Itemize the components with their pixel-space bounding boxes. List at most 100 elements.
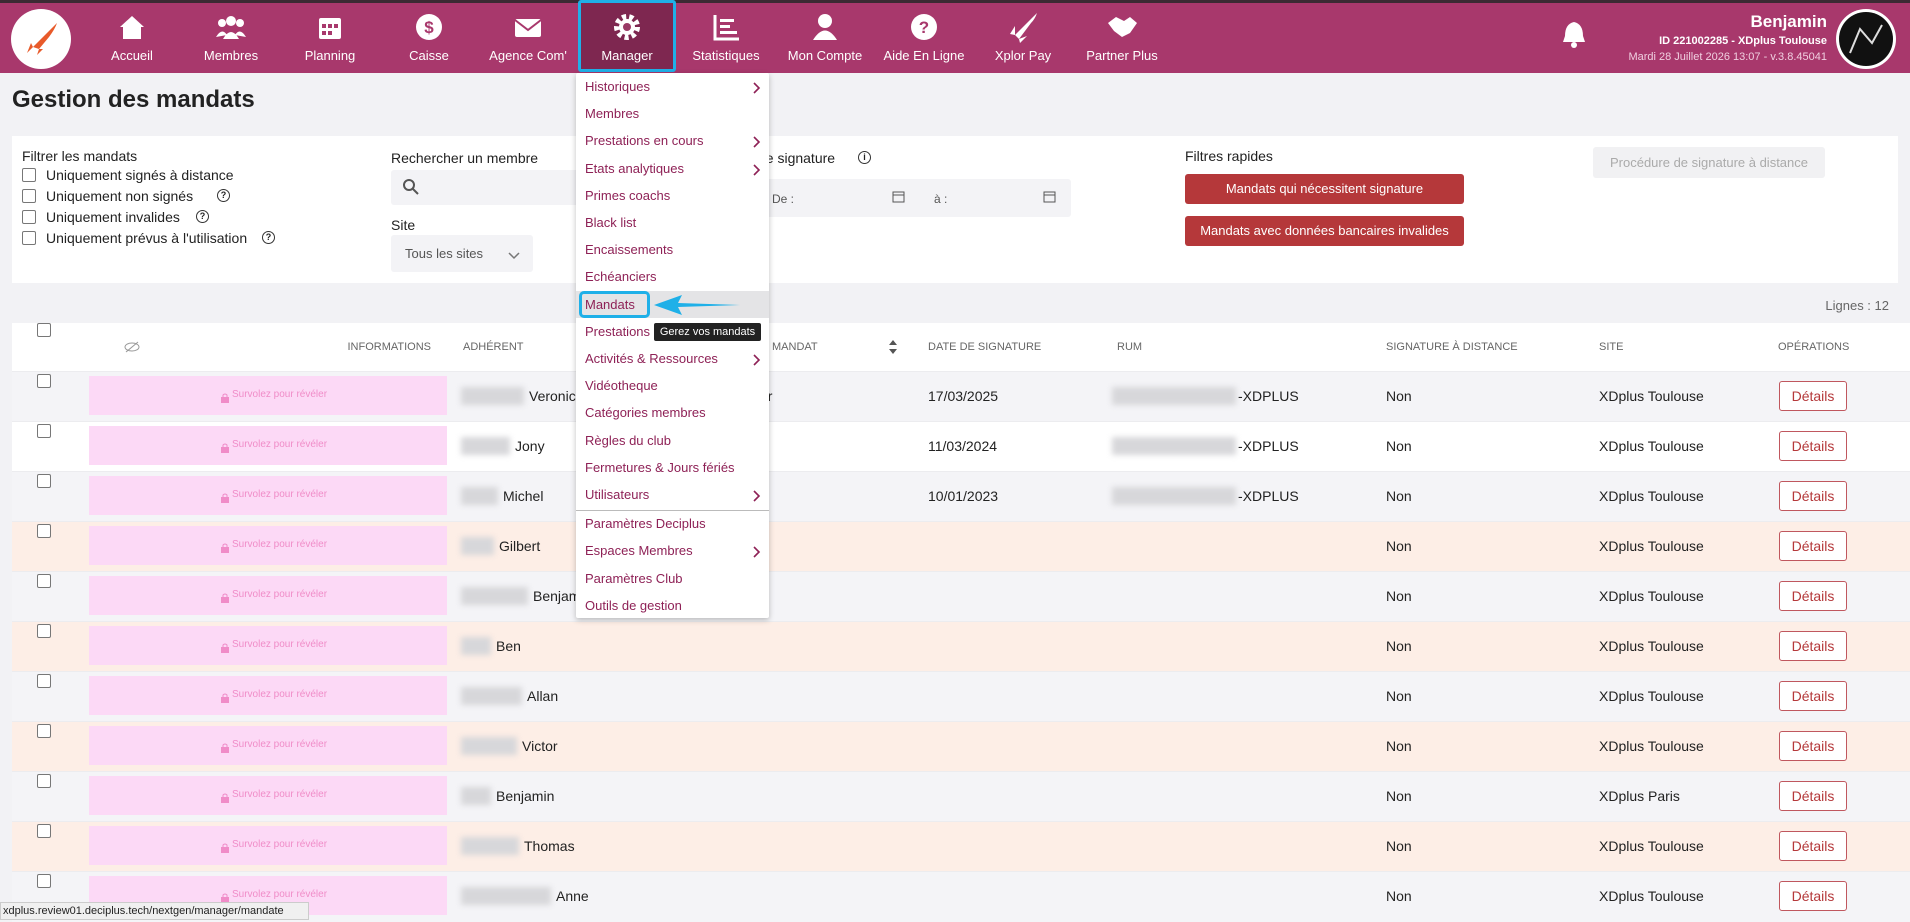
blurred-text xyxy=(461,387,524,405)
menu-item[interactable]: Utilisateurs xyxy=(585,487,650,502)
details-button[interactable]: Détails xyxy=(1779,531,1847,561)
nav-icon xyxy=(809,11,841,43)
checkbox[interactable] xyxy=(37,424,51,438)
filter-option: Uniquement signés à distance xyxy=(46,167,234,183)
site: XDplus Toulouse xyxy=(1599,588,1704,604)
menu-item[interactable]: Fermetures & Jours fériés xyxy=(585,459,735,475)
menu-item[interactable]: Paramètres Deciplus xyxy=(585,516,706,532)
info-mask[interactable]: Survolez pour révéler xyxy=(89,626,447,665)
quick-filter-button[interactable]: Mandats qui nécessitent signature xyxy=(1185,174,1464,204)
checkbox[interactable] xyxy=(37,574,51,588)
menu-item[interactable]: Membres xyxy=(585,106,640,122)
nav-label: Caisse xyxy=(409,48,449,63)
checkbox[interactable] xyxy=(37,474,51,488)
site: XDplus Toulouse xyxy=(1599,388,1704,404)
menu-item[interactable]: Activités & Ressources xyxy=(585,351,718,366)
menu-item[interactable]: Espaces Membres xyxy=(585,543,693,559)
checkbox[interactable] xyxy=(37,624,51,638)
menu-item[interactable]: Règles du club xyxy=(585,432,671,448)
lock-icon xyxy=(221,590,229,603)
nav-label: Accueil xyxy=(111,48,153,63)
menu-item[interactable]: Historiques xyxy=(585,79,651,94)
info-mask[interactable]: Survolez pour révéler xyxy=(89,826,447,865)
checkbox[interactable] xyxy=(37,323,51,337)
member-name: Thomas xyxy=(524,838,575,854)
site: XDplus Toulouse xyxy=(1599,538,1704,554)
dropdown-menu xyxy=(576,73,769,618)
details-button[interactable]: Détails xyxy=(1779,831,1847,861)
submenu-arrow xyxy=(753,489,761,502)
site-select[interactable]: Tous les sites xyxy=(391,235,533,272)
nav-icon xyxy=(116,11,148,43)
checkbox[interactable] xyxy=(37,524,51,538)
help-icon: ? xyxy=(196,210,209,223)
remote-signature: Non xyxy=(1386,438,1412,454)
submenu-arrow xyxy=(753,545,761,558)
checkbox[interactable] xyxy=(37,774,51,788)
info-mask[interactable]: Survolez pour révéler xyxy=(89,726,447,765)
menu-item[interactable]: Vidéotheque xyxy=(585,378,658,394)
menu-item[interactable]: Catégories membres xyxy=(585,405,706,421)
checkbox[interactable] xyxy=(37,724,51,738)
checkbox[interactable] xyxy=(22,168,36,182)
checkbox[interactable] xyxy=(37,374,51,388)
menu-item[interactable]: Encaissements xyxy=(585,242,674,258)
details-button[interactable]: Détails xyxy=(1779,881,1847,911)
details-button[interactable]: Détails xyxy=(1779,431,1847,461)
nav-label: Partner Plus xyxy=(1086,48,1158,63)
blurred-text xyxy=(461,687,522,705)
site: XDplus Toulouse xyxy=(1599,638,1704,654)
remote-signature: Non xyxy=(1386,888,1412,904)
menu-item[interactable]: Primes coachs xyxy=(585,187,671,203)
menu-item[interactable]: Paramètres Club xyxy=(585,570,683,586)
details-button[interactable]: Détails xyxy=(1779,731,1847,761)
details-button[interactable]: Détails xyxy=(1779,631,1847,661)
svg-text:$: $ xyxy=(424,18,434,37)
menu-item[interactable]: Outils de gestion xyxy=(585,597,682,613)
blurred-text xyxy=(461,637,491,655)
info-mask[interactable]: Survolez pour révéler xyxy=(89,426,447,465)
info-mask[interactable]: Survolez pour révéler xyxy=(89,526,447,565)
focus-box xyxy=(579,291,650,318)
checkbox[interactable] xyxy=(37,674,51,688)
help-icon: ? xyxy=(217,189,230,202)
submenu-arrow xyxy=(753,163,761,176)
status-bar: xdplus.review01.deciplus.tech/nextgen/ma… xyxy=(0,902,309,920)
remote-signature-button[interactable]: Procédure de signature à distance xyxy=(1593,147,1825,178)
checkbox[interactable] xyxy=(22,231,36,245)
details-button[interactable]: Détails xyxy=(1779,781,1847,811)
menu-item[interactable]: Black list xyxy=(585,215,637,230)
checkbox[interactable] xyxy=(37,874,51,888)
remote-signature: Non xyxy=(1386,838,1412,854)
blurred-text xyxy=(461,787,491,805)
site: XDplus Toulouse xyxy=(1599,688,1704,704)
menu-item[interactable]: Prestations xyxy=(585,323,651,339)
rum: -XDPLUS xyxy=(1238,388,1299,404)
checkbox[interactable] xyxy=(37,824,51,838)
user-date: Mardi 28 Juillet 2026 13:07 - v.3.8.4504… xyxy=(1628,51,1827,63)
navbar xyxy=(0,3,1910,73)
checkbox[interactable] xyxy=(22,210,36,224)
submenu-arrow xyxy=(753,135,761,148)
info-mask[interactable]: Survolez pour révéler xyxy=(89,676,447,715)
blurred-text xyxy=(461,437,510,455)
info-mask[interactable]: Survolez pour révéler xyxy=(89,376,447,415)
details-button[interactable]: Détails xyxy=(1779,481,1847,511)
menu-item[interactable]: Mandats xyxy=(585,296,635,312)
quick-filter-button[interactable]: Mandats avec données bancaires invalides xyxy=(1185,216,1464,246)
info-text: Survolez pour révéler xyxy=(232,589,328,600)
search-input[interactable] xyxy=(391,170,591,205)
calendar-icon xyxy=(1043,190,1056,203)
info-mask[interactable]: Survolez pour révéler xyxy=(89,776,447,815)
menu-item[interactable]: Echéanciers xyxy=(585,269,657,285)
info-mask[interactable]: Survolez pour révéler xyxy=(89,576,447,615)
info-mask[interactable]: Survolez pour révéler xyxy=(89,476,447,515)
details-button[interactable]: Détails xyxy=(1779,381,1847,411)
details-button[interactable]: Détails xyxy=(1779,681,1847,711)
menu-item[interactable]: Prestations en cours xyxy=(585,133,704,149)
nav-label: Mon Compte xyxy=(787,48,863,63)
checkbox[interactable] xyxy=(22,189,36,203)
member-name: Michel xyxy=(503,488,544,504)
menu-item[interactable]: Etats analytiques xyxy=(585,160,685,176)
details-button[interactable]: Détails xyxy=(1779,581,1847,611)
